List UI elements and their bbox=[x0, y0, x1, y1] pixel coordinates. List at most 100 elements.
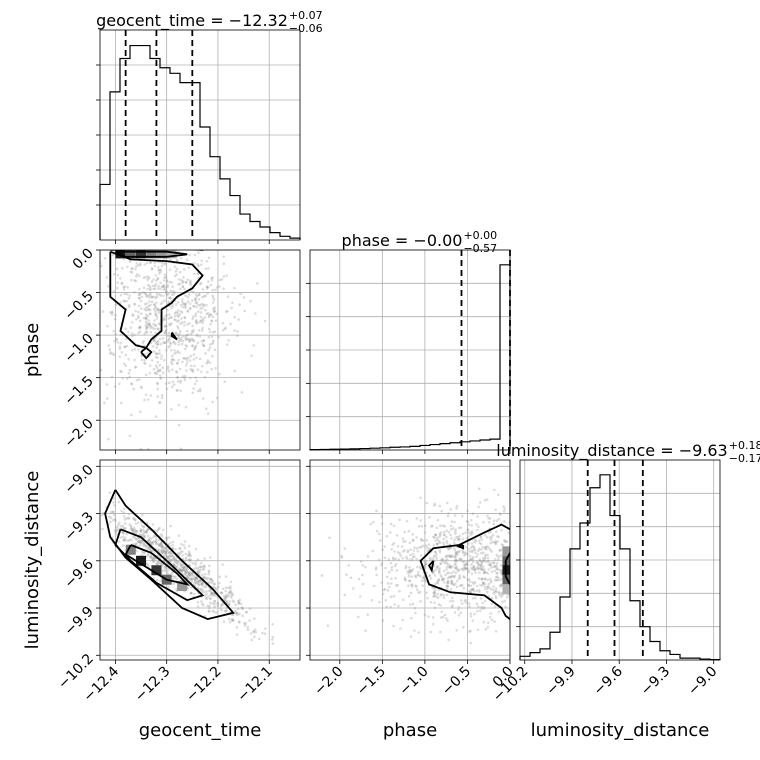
scatter-point bbox=[219, 604, 223, 607]
scatter-point bbox=[191, 344, 195, 347]
scatter-point bbox=[145, 327, 148, 331]
scatter-point bbox=[439, 524, 442, 527]
scatter-point bbox=[168, 322, 171, 326]
scatter-point bbox=[492, 522, 495, 526]
scatter-point bbox=[216, 286, 219, 289]
scatter-point bbox=[207, 314, 211, 317]
scatter-point bbox=[157, 544, 161, 547]
scatter-point bbox=[404, 564, 408, 568]
scatter-point bbox=[231, 599, 235, 603]
scatter-point bbox=[411, 568, 415, 571]
scatter-point bbox=[149, 312, 152, 315]
scatter-point bbox=[249, 299, 252, 303]
scatter-point bbox=[457, 538, 461, 541]
scatter-point bbox=[144, 317, 148, 321]
scatter-point bbox=[191, 331, 194, 334]
scatter-point bbox=[191, 317, 195, 321]
scatter-point bbox=[179, 568, 182, 572]
scatter-point bbox=[439, 562, 443, 566]
scatter-point bbox=[191, 324, 194, 328]
scatter-point bbox=[470, 518, 473, 522]
scatter-point bbox=[445, 587, 449, 591]
scatter-point bbox=[497, 576, 500, 580]
scatter-point bbox=[494, 596, 498, 600]
scatter-point bbox=[128, 368, 132, 372]
scatter-point bbox=[394, 576, 397, 580]
scatter-point bbox=[404, 540, 407, 543]
scatter-point bbox=[382, 588, 386, 592]
scatter-point bbox=[166, 556, 170, 559]
scatter-point bbox=[119, 341, 123, 345]
scatter-point bbox=[154, 283, 158, 286]
scatter-point bbox=[476, 567, 479, 571]
scatter-point bbox=[124, 364, 128, 368]
scatter-point bbox=[485, 498, 489, 501]
scatter-point bbox=[121, 544, 125, 547]
scatter-point bbox=[175, 273, 179, 276]
scatter-point bbox=[222, 262, 226, 266]
scatter-point bbox=[472, 565, 476, 568]
scatter-point bbox=[117, 521, 121, 525]
hist-phase-frame bbox=[309, 249, 511, 451]
scatter-point bbox=[449, 555, 452, 558]
scatter-point bbox=[478, 566, 481, 570]
scatter-point bbox=[139, 447, 142, 450]
scatter-point bbox=[128, 523, 132, 526]
scatter-point bbox=[466, 520, 470, 524]
scatter-point bbox=[211, 341, 215, 344]
scatter-point bbox=[459, 611, 463, 615]
scatter-point bbox=[457, 558, 461, 562]
scatter-point bbox=[84, 356, 87, 359]
scatter-point bbox=[466, 553, 470, 556]
scatter-point bbox=[178, 282, 182, 286]
scatter-point bbox=[177, 534, 181, 538]
scatter-point bbox=[179, 550, 183, 553]
scatter-point bbox=[409, 548, 412, 551]
scatter-point bbox=[463, 563, 466, 566]
scatter-point bbox=[380, 563, 383, 567]
scatter-point bbox=[132, 517, 136, 521]
scatter-point bbox=[155, 562, 158, 566]
scatter-point bbox=[395, 562, 398, 566]
scatter-point bbox=[467, 523, 471, 526]
scatter-point bbox=[160, 543, 164, 547]
scatter-point bbox=[412, 549, 416, 552]
scatter-point bbox=[162, 279, 166, 282]
scatter-point bbox=[492, 561, 495, 565]
scatter-point bbox=[438, 570, 441, 573]
scatter-point bbox=[459, 557, 463, 561]
scatter-point bbox=[181, 281, 184, 284]
scatter-point bbox=[132, 542, 135, 546]
scatter-point bbox=[133, 333, 136, 337]
contour-line bbox=[456, 544, 465, 550]
scatter-point bbox=[176, 326, 180, 330]
scatter-point bbox=[469, 533, 472, 537]
scatter-point bbox=[171, 543, 175, 547]
scatter-point bbox=[419, 537, 423, 541]
scatter-point bbox=[197, 583, 200, 587]
scatter-point bbox=[457, 526, 461, 530]
scatter-point bbox=[393, 550, 396, 553]
scatter-point bbox=[227, 602, 231, 605]
scatter-point bbox=[146, 398, 150, 401]
scatter-point bbox=[208, 330, 212, 334]
scatter-point bbox=[212, 610, 216, 614]
scatter-point bbox=[201, 565, 205, 569]
scatter-point bbox=[209, 313, 213, 317]
scatter-point bbox=[196, 582, 200, 585]
scatter-point bbox=[139, 530, 143, 534]
scatter-point bbox=[415, 547, 419, 550]
scatter-point bbox=[381, 548, 385, 552]
scatter-point bbox=[180, 311, 184, 314]
scatter-point bbox=[179, 322, 182, 325]
scatter-point bbox=[169, 555, 172, 558]
scatter-point bbox=[499, 585, 502, 588]
scatter-point bbox=[143, 534, 146, 537]
scatter-point bbox=[154, 323, 157, 327]
scatter-point bbox=[211, 296, 215, 299]
scatter-point bbox=[182, 569, 186, 572]
scatter-point bbox=[83, 365, 86, 368]
scatter-point bbox=[158, 561, 162, 564]
scatter-point bbox=[473, 547, 476, 551]
contour-line bbox=[170, 332, 178, 341]
